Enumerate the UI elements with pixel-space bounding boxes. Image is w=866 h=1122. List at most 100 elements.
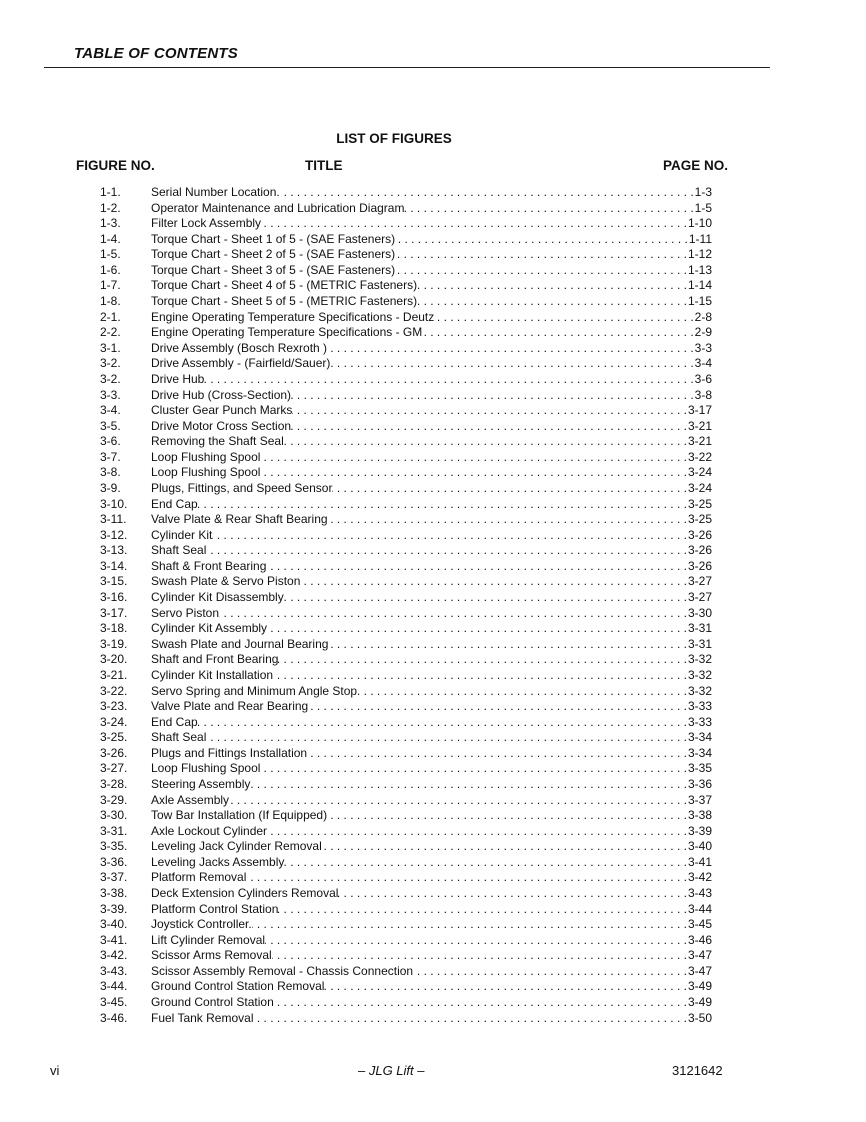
figure-number: 3-41. bbox=[100, 932, 128, 947]
list-item[interactable]: 3-30. Tow Bar Installation (If Equipped) 3… bbox=[100, 808, 712, 824]
list-item[interactable]: 1-8. Torque Chart - Sheet 5 of 5 - (METRI… bbox=[100, 294, 712, 310]
figure-number: 3-18. bbox=[100, 621, 128, 636]
figure-number: 3-24. bbox=[100, 714, 128, 729]
list-item[interactable]: 3-36. Leveling Jacks Assembly 3-41 bbox=[100, 855, 712, 871]
list-item[interactable]: 3-6. Removing the Shaft Seal 3-21 bbox=[100, 434, 712, 450]
list-item[interactable]: 3-42. Scissor Arms Removal 3-47 bbox=[100, 948, 712, 964]
figure-title: Platform Control Station bbox=[151, 901, 279, 916]
list-item[interactable]: 3-31. Axle Lockout Cylinder 3-39 bbox=[100, 824, 712, 840]
dot-leader bbox=[272, 948, 688, 964]
dot-leader bbox=[330, 356, 694, 372]
dot-leader bbox=[307, 746, 688, 762]
list-item[interactable]: 3-17. Servo Piston 3-30 bbox=[100, 606, 712, 622]
list-item[interactable]: 3-19. Swash Plate and Journal Bearing 3-31 bbox=[100, 637, 712, 653]
list-item[interactable]: 1-2. Operator Maintenance and Lubrication… bbox=[100, 201, 712, 217]
figure-number: 3-26. bbox=[100, 745, 128, 760]
list-item[interactable]: 3-8. Loop Flushing Spool 3-24 bbox=[100, 465, 712, 481]
figure-number: 3-22. bbox=[100, 683, 128, 698]
header-divider bbox=[44, 67, 770, 68]
list-item[interactable]: 1-6. Torque Chart - Sheet 3 of 5 - (SAE F… bbox=[100, 263, 712, 279]
figure-number: 3-30. bbox=[100, 808, 128, 823]
figure-number: 3-17. bbox=[100, 605, 128, 620]
list-item[interactable]: 3-14. Shaft & Front Bearing 3-26 bbox=[100, 559, 712, 575]
list-item[interactable]: 1-1. Serial Number Location. 1-3 bbox=[100, 185, 712, 201]
page-number: 3-38 bbox=[687, 808, 712, 823]
list-item[interactable]: 1-5. Torque Chart - Sheet 2 of 5 - (SAE F… bbox=[100, 247, 712, 263]
figure-title: Drive Motor Cross Section bbox=[151, 418, 292, 433]
dot-leader bbox=[413, 964, 688, 980]
list-item[interactable]: 3-2. Drive Assembly - (Fairfield/Sauer) 3-… bbox=[100, 356, 712, 372]
list-item[interactable]: 3-12. Cylinder Kit 3-26 bbox=[100, 528, 712, 544]
list-item[interactable]: 3-44. Ground Control Station Removal 3-49 bbox=[100, 979, 712, 995]
list-item[interactable]: 3-7. Loop Flushing Spool 3-22 bbox=[100, 450, 712, 466]
dot-leader bbox=[219, 606, 688, 622]
list-item[interactable]: 3-15. Swash Plate & Servo Piston 3-27 bbox=[100, 574, 712, 590]
list-item[interactable]: 3-16. Cylinder Kit Disassembly 3-27 bbox=[100, 590, 712, 606]
list-item[interactable]: 3-27. Loop Flushing Spool 3-35 bbox=[100, 761, 712, 777]
page-number: 3-34 bbox=[687, 745, 712, 760]
list-item[interactable]: 3-38. Deck Extension Cylinders Removal 3-4… bbox=[100, 886, 712, 902]
list-item[interactable]: 3-45. Ground Control Station 3-49 bbox=[100, 995, 712, 1011]
list-item[interactable]: 3-1. Drive Assembly (Bosch Rexroth ) 3-3 bbox=[100, 341, 712, 357]
list-item[interactable]: 3-22. Servo Spring and Minimum Angle Stop… bbox=[100, 684, 712, 700]
dot-leader bbox=[198, 715, 688, 731]
list-item[interactable]: 3-40. Joystick Controller. 3-45 bbox=[100, 917, 712, 933]
list-item[interactable]: 3-25. Shaft Seal 3-34 bbox=[100, 730, 712, 746]
dot-leader bbox=[434, 310, 694, 326]
list-item[interactable]: 1-7. Torque Chart - Sheet 4 of 5 - (METRI… bbox=[100, 278, 712, 294]
list-item[interactable]: 3-29. Axle Assembly 3-37 bbox=[100, 793, 712, 809]
figure-number: 3-35. bbox=[100, 839, 128, 854]
list-item[interactable]: 3-10. End Cap 3-25 bbox=[100, 497, 712, 513]
list-item[interactable]: 3-9. Plugs, Fittings, and Speed Sensor 3-2… bbox=[100, 481, 712, 497]
figure-number: 3-9. bbox=[100, 480, 121, 495]
figure-number: 1-1. bbox=[100, 185, 121, 199]
list-item[interactable]: 3-46. Fuel Tank Removal 3-50 bbox=[100, 1011, 712, 1027]
list-item[interactable]: 3-13. Shaft Seal 3-26 bbox=[100, 543, 712, 559]
figure-number: 3-31. bbox=[100, 823, 128, 838]
page-number: 3-47 bbox=[687, 948, 712, 963]
list-item[interactable]: 3-5. Drive Motor Cross Section 3-21 bbox=[100, 419, 712, 435]
figure-title: Cylinder Kit Installation bbox=[151, 667, 274, 682]
list-item[interactable]: 3-3. Drive Hub (Cross-Section) 3-8 bbox=[100, 388, 712, 404]
dot-leader bbox=[395, 263, 688, 279]
page-number: 3-49 bbox=[687, 995, 712, 1010]
list-item[interactable]: 3-35. Leveling Jack Cylinder Removal 3-40 bbox=[100, 839, 712, 855]
page-number: 3-6 bbox=[694, 371, 712, 386]
page-number: 3-17 bbox=[687, 403, 712, 418]
list-item[interactable]: 2-1. Engine Operating Temperature Specifi… bbox=[100, 310, 712, 326]
dot-leader bbox=[260, 761, 688, 777]
dot-leader bbox=[206, 543, 688, 559]
list-item[interactable]: 3-28. Steering Assembly 3-36 bbox=[100, 777, 712, 793]
page-number: 3-24 bbox=[687, 465, 712, 480]
figure-number: 3-28. bbox=[100, 776, 128, 791]
list-item[interactable]: 3-26. Plugs and Fittings Installation 3-34 bbox=[100, 746, 712, 762]
figure-number: 3-46. bbox=[100, 1010, 128, 1025]
list-item[interactable]: 3-39. Platform Control Station 3-44 bbox=[100, 902, 712, 918]
list-item[interactable]: 3-4. Cluster Gear Punch Marks 3-17 bbox=[100, 403, 712, 419]
dot-leader bbox=[327, 341, 695, 357]
list-item[interactable]: 3-20. Shaft and Front Bearing 3-32 bbox=[100, 652, 712, 668]
dot-leader bbox=[324, 979, 688, 995]
list-item[interactable]: 3-21. Cylinder Kit Installation 3-32 bbox=[100, 668, 712, 684]
list-item[interactable]: 3-41. Lift Cylinder Removal 3-46 bbox=[100, 933, 712, 949]
list-item[interactable]: 1-3. Filter Lock Assembly 1-10 bbox=[100, 216, 712, 232]
list-item[interactable]: 3-24. End Cap 3-33 bbox=[100, 715, 712, 731]
page-number: 1-3 bbox=[694, 185, 712, 199]
list-item[interactable]: 3-23. Valve Plate and Rear Bearing 3-33 bbox=[100, 699, 712, 715]
dot-leader bbox=[328, 637, 688, 653]
figure-title: Torque Chart - Sheet 4 of 5 - (METRIC Fa… bbox=[151, 278, 418, 293]
list-item[interactable]: 2-2. Engine Operating Temperature Specifi… bbox=[100, 325, 712, 341]
list-item[interactable]: 3-18. Cylinder Kit Assembly 3-31 bbox=[100, 621, 712, 637]
list-item[interactable]: 3-43. Scissor Assembly Removal - Chassis … bbox=[100, 964, 712, 980]
dot-leader bbox=[322, 839, 688, 855]
dot-leader bbox=[291, 388, 695, 404]
figure-title: Serial Number Location. bbox=[151, 185, 280, 199]
figure-title: Tow Bar Installation (If Equipped) bbox=[151, 808, 328, 823]
list-item[interactable]: 3-11. Valve Plate & Rear Shaft Bearing 3-2… bbox=[100, 512, 712, 528]
figure-title: Leveling Jacks Assembly bbox=[151, 854, 285, 869]
page-number: 3-21 bbox=[687, 434, 712, 449]
list-item[interactable]: 1-4. Torque Chart - Sheet 1 of 5 - (SAE F… bbox=[100, 232, 712, 248]
page-number: 3-47 bbox=[687, 963, 712, 978]
list-item[interactable]: 3-37. Platform Removal 3-42 bbox=[100, 870, 712, 886]
list-item[interactable]: 3-2. Drive Hub 3-6 bbox=[100, 372, 712, 388]
